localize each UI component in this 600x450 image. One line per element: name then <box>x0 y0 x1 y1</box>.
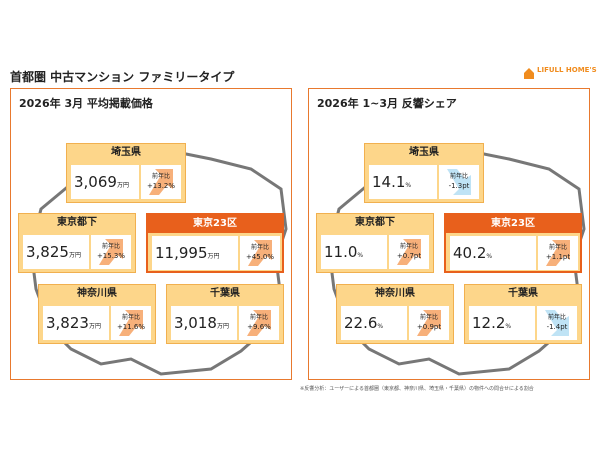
value: 40.2 <box>453 244 487 262</box>
value-box: 40.2% <box>450 236 536 270</box>
region-name: 東京23区 <box>148 215 282 233</box>
yoy-label: 前年比 <box>399 243 418 250</box>
region-name: 東京23区 <box>446 215 580 233</box>
yoy-label: 前年比 <box>151 173 170 180</box>
yoy-change: +11.6% <box>116 323 146 331</box>
logo-icon <box>524 68 534 79</box>
yoy-label: 前年比 <box>249 314 268 321</box>
value: 11,995 <box>155 244 208 262</box>
value-box: 3,825万円 <box>23 235 89 269</box>
value: 3,825 <box>26 243 69 261</box>
up-arrow <box>247 310 271 336</box>
yoy-box: 前年比 +0.7pt <box>389 235 429 269</box>
region-name: 千葉県 <box>210 288 240 299</box>
value-box: 11,995万円 <box>152 236 238 270</box>
panel-title: 2026年 1~3月 反響シェア <box>317 97 457 110</box>
region-card: 埼玉県 14.1% 前年比 -1.3pt <box>364 143 484 203</box>
region-card: 東京都下 11.0% 前年比 +0.7pt <box>316 213 434 273</box>
yoy-change: -1.4pt <box>546 323 568 331</box>
yoy-change: +13.2% <box>146 182 176 190</box>
value: 3,069 <box>74 173 117 191</box>
logo: LIFULL HOME'S <box>537 66 597 74</box>
yoy-label: 前年比 <box>547 314 566 321</box>
up-arrow <box>99 239 123 265</box>
value-box: 14.1% <box>369 165 437 199</box>
value-box: 22.6% <box>341 306 407 340</box>
region-card: 埼玉県 3,069万円 前年比 +13.2% <box>66 143 186 203</box>
up-arrow <box>397 239 421 265</box>
value: 22.6 <box>344 314 378 332</box>
yoy-change: +45.0% <box>245 253 275 261</box>
up-arrow <box>119 310 143 336</box>
value-box: 3,823万円 <box>43 306 109 340</box>
yoy-change: +1.1pt <box>545 253 571 261</box>
unit: % <box>357 252 364 259</box>
value-box: 12.2% <box>469 306 535 340</box>
yoy-change: -1.3pt <box>448 182 470 190</box>
down-arrow <box>447 169 471 195</box>
region-card: 東京23区 11,995万円 前年比 +45.0% <box>146 213 284 273</box>
yoy-label: 前年比 <box>121 314 140 321</box>
value: 3,823 <box>46 314 89 332</box>
value: 11.0 <box>324 243 358 261</box>
unit: % <box>377 323 384 330</box>
unit: 万円 <box>216 323 229 330</box>
yoy-box: 前年比 +0.9pt <box>409 306 449 340</box>
page-title: 首都圏 中古マンション ファミリータイプ <box>10 70 235 84</box>
region-name: 千葉県 <box>508 288 538 299</box>
value-box: 3,069万円 <box>71 165 139 199</box>
yoy-box: 前年比 -1.3pt <box>439 165 479 199</box>
region-name: 神奈川県 <box>77 288 117 299</box>
yoy-box: 前年比 +13.2% <box>141 165 181 199</box>
yoy-box: 前年比 +15.3% <box>91 235 131 269</box>
value: 3,018 <box>174 314 217 332</box>
down-arrow <box>545 310 569 336</box>
region-card: 千葉県 3,018万円 前年比 +9.6% <box>166 284 284 344</box>
yoy-label: 前年比 <box>449 173 468 180</box>
region-card: 千葉県 12.2% 前年比 -1.4pt <box>464 284 582 344</box>
yoy-change: +15.3% <box>96 252 126 260</box>
yoy-box: 前年比 +11.6% <box>111 306 151 340</box>
up-arrow <box>149 169 173 195</box>
panel: 2026年 3月 平均掲載価格 埼玉県 3,069万円 前年比 +13.2% 東京都下 3,… <box>10 88 292 380</box>
unit: % <box>505 323 512 330</box>
yoy-box: 前年比 -1.4pt <box>537 306 577 340</box>
unit: 万円 <box>88 323 101 330</box>
region-name: 埼玉県 <box>409 147 439 158</box>
region-name: 東京都下 <box>57 217 97 228</box>
yoy-label: 前年比 <box>548 244 567 251</box>
unit: 万円 <box>116 182 129 189</box>
yoy-box: 前年比 +1.1pt <box>538 236 578 270</box>
region-card: 神奈川県 22.6% 前年比 +0.9pt <box>336 284 454 344</box>
unit: % <box>405 182 412 189</box>
region-name: 神奈川県 <box>375 288 415 299</box>
yoy-label: 前年比 <box>250 244 269 251</box>
up-arrow <box>248 240 272 266</box>
yoy-change: +0.9pt <box>416 323 442 331</box>
region-card: 神奈川県 3,823万円 前年比 +11.6% <box>38 284 156 344</box>
yoy-box: 前年比 +9.6% <box>239 306 279 340</box>
value: 14.1 <box>372 173 406 191</box>
up-arrow <box>417 310 441 336</box>
unit: 万円 <box>68 252 81 259</box>
yoy-change: +9.6% <box>247 323 271 331</box>
region-name: 埼玉県 <box>111 147 141 158</box>
unit: 万円 <box>207 253 220 260</box>
up-arrow <box>546 240 570 266</box>
yoy-box: 前年比 +45.0% <box>240 236 280 270</box>
yoy-change: +0.7pt <box>396 252 422 260</box>
yoy-label: 前年比 <box>419 314 438 321</box>
unit: % <box>486 253 493 260</box>
value: 12.2 <box>472 314 506 332</box>
value-box: 11.0% <box>321 235 387 269</box>
yoy-label: 前年比 <box>101 243 120 250</box>
footnote: ※反響分析：ユーザーによる首都圏（東京都、神奈川県、埼玉県・千葉県）の物件への問… <box>300 386 534 392</box>
region-card: 東京都下 3,825万円 前年比 +15.3% <box>18 213 136 273</box>
value-box: 3,018万円 <box>171 306 237 340</box>
region-card: 東京23区 40.2% 前年比 +1.1pt <box>444 213 582 273</box>
panel-title: 2026年 3月 平均掲載価格 <box>19 97 153 110</box>
region-name: 東京都下 <box>355 217 395 228</box>
panel: 2026年 1~3月 反響シェア埼玉県 14.1% 前年比 -1.3pt 東京都下 11.… <box>308 88 590 380</box>
